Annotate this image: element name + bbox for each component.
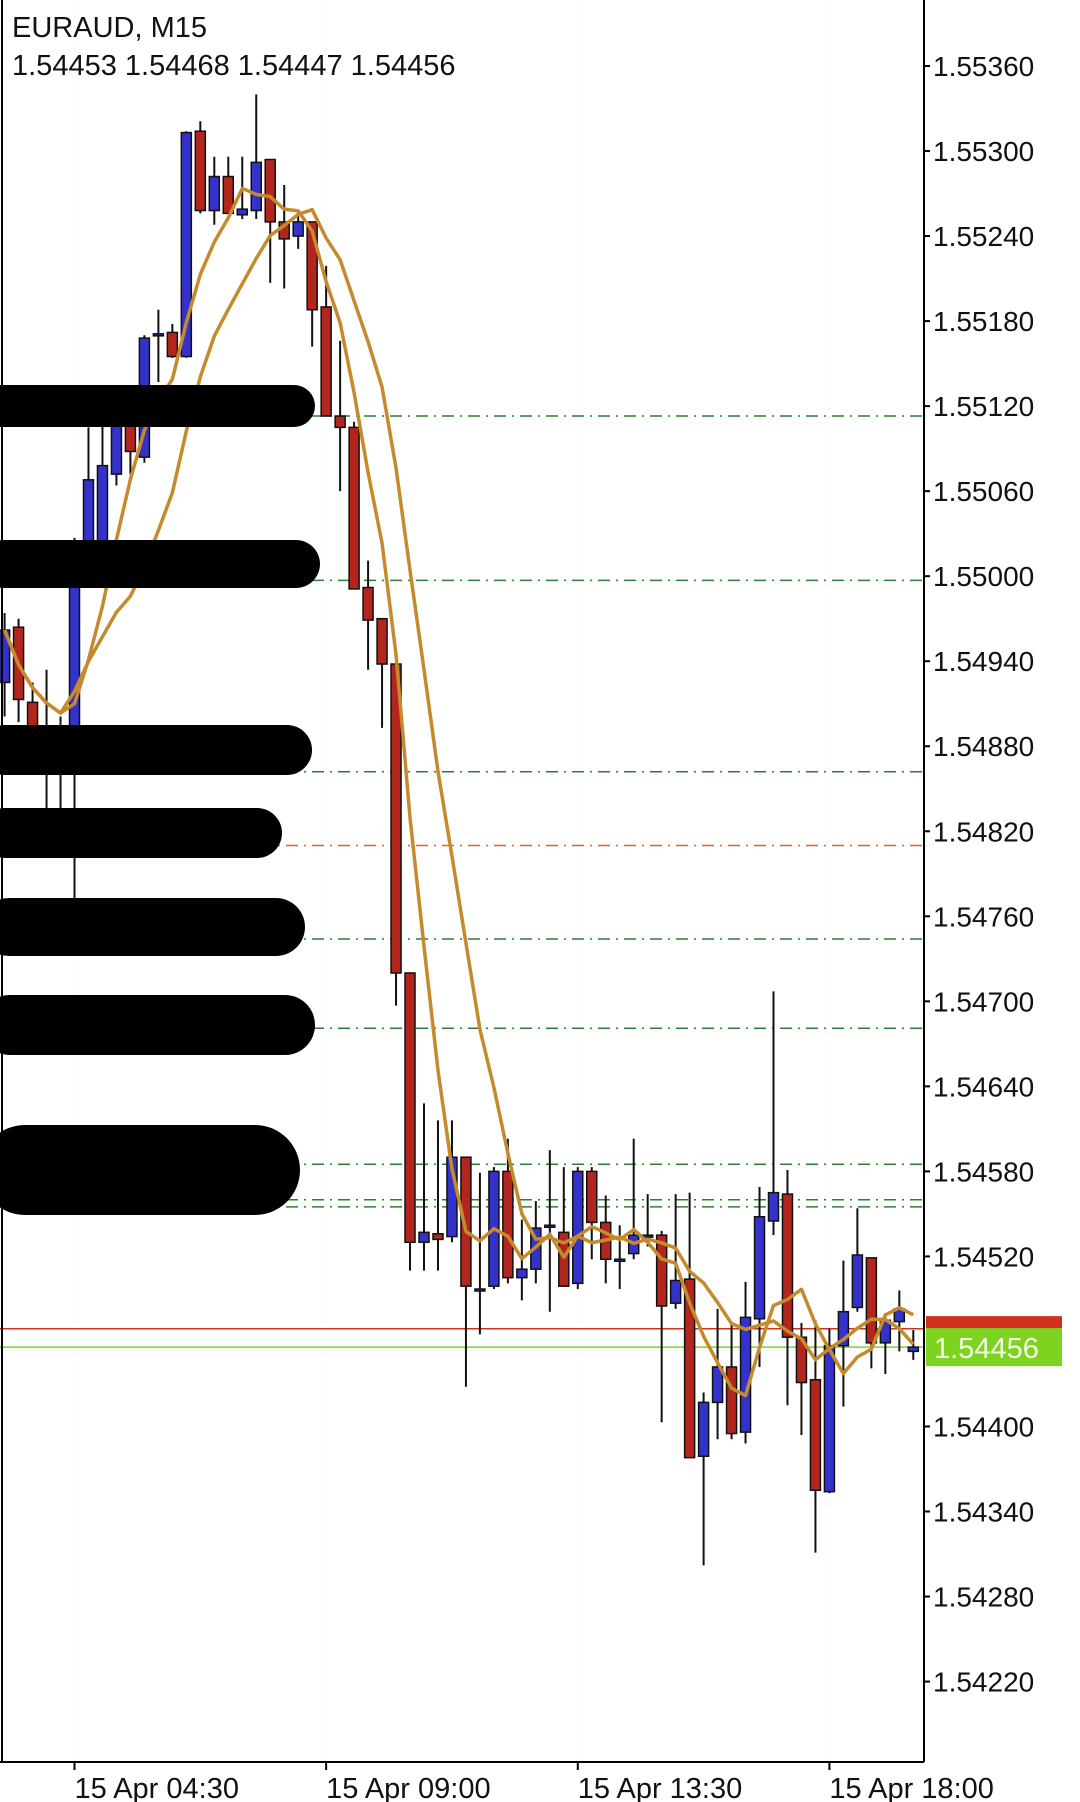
y-tick-label: 1.54280 (933, 1582, 1034, 1613)
bearish-candle (362, 586, 374, 621)
y-tick-label: 1.55180 (933, 306, 1034, 337)
bearish-candle (334, 415, 346, 429)
bullish-candle (711, 1366, 724, 1404)
bearish-candle (222, 175, 235, 215)
bearish-candle (264, 158, 276, 223)
y-tick-label: 1.54940 (933, 646, 1034, 677)
y-tick-label: 1.54880 (933, 731, 1034, 762)
x-tick-label: 15 Apr 18:00 (829, 1773, 993, 1802)
bearish-candle (166, 331, 179, 358)
bearish-candle (460, 1156, 472, 1287)
bearish-candle (586, 1170, 598, 1224)
bearish-candle (558, 1231, 570, 1287)
bearish-candle (306, 221, 318, 311)
bullish-candle (753, 1215, 766, 1320)
bullish-candle (851, 1254, 864, 1309)
bullish-candle (250, 161, 262, 212)
bearish-candle (320, 306, 332, 417)
bullish-candle (516, 1268, 528, 1279)
bullish-candle (208, 175, 221, 212)
bearish-candle (725, 1366, 738, 1435)
bullish-candle (767, 1191, 780, 1222)
bearish-candle (781, 1193, 794, 1338)
redaction-mark (0, 995, 315, 1055)
y-tick-label: 1.54220 (933, 1667, 1034, 1698)
bullish-candle (180, 131, 193, 358)
y-tick-label: 1.55060 (933, 476, 1034, 507)
bullish-candle (96, 464, 109, 545)
current-price-label: 1.54456 (934, 1333, 1039, 1365)
bearish-candle (655, 1234, 668, 1307)
redaction-mark (0, 898, 305, 956)
bearish-candle (376, 617, 388, 665)
bullish-candle (68, 582, 81, 740)
y-tick-label: 1.54400 (933, 1411, 1034, 1442)
y-tick-label: 1.54520 (933, 1241, 1034, 1272)
redaction-mark (0, 385, 315, 427)
redaction-mark (0, 808, 282, 858)
bullish-candle (418, 1231, 430, 1243)
redaction-mark (0, 725, 312, 775)
y-tick-label: 1.55360 (933, 51, 1034, 82)
bullish-candle (474, 1288, 486, 1292)
bullish-candle (669, 1279, 682, 1304)
bearish-candle (194, 130, 207, 212)
bullish-candle (82, 479, 95, 545)
x-tick-label: 15 Apr 09:00 (326, 1773, 490, 1802)
y-tick-label: 1.55000 (933, 561, 1034, 592)
bullish-candle (739, 1316, 752, 1433)
bullish-candle (837, 1310, 850, 1347)
y-tick-label: 1.54340 (933, 1497, 1034, 1528)
bearish-candle (809, 1378, 822, 1492)
x-tick-label: 15 Apr 04:30 (75, 1773, 239, 1802)
redaction-mark (0, 540, 320, 588)
ask-price-marker (926, 1316, 1062, 1331)
bearish-candle (348, 426, 360, 590)
bullish-candle (236, 208, 249, 216)
y-tick-label: 1.54760 (933, 901, 1034, 932)
bullish-candle (613, 1258, 626, 1263)
bearish-candle (502, 1170, 514, 1279)
chart-title: EURAUD, M15 (12, 12, 207, 44)
bullish-candle (572, 1170, 584, 1285)
bearish-candle (432, 1232, 444, 1241)
bullish-candle (907, 1346, 920, 1353)
bearish-candle (404, 972, 416, 1243)
ohlc-readout: 1.54453 1.54468 1.54447 1.54456 (12, 50, 456, 82)
bullish-candle (823, 1344, 836, 1493)
bullish-candle (697, 1401, 710, 1457)
bullish-candle (544, 1224, 556, 1228)
bullish-candle (152, 333, 165, 337)
bearish-candle (865, 1257, 878, 1344)
y-tick-label: 1.55300 (933, 136, 1034, 167)
y-tick-label: 1.54580 (933, 1156, 1034, 1187)
bearish-candle (683, 1278, 696, 1459)
x-tick-label: 15 Apr 13:30 (578, 1773, 742, 1802)
moving-average-line (2, 207, 915, 1362)
y-tick-label: 1.54700 (933, 986, 1034, 1017)
y-tick-label: 1.55240 (933, 221, 1034, 252)
bullish-candle (292, 221, 304, 237)
y-tick-label: 1.54820 (933, 816, 1034, 847)
redaction-mark (0, 1125, 300, 1215)
y-tick-label: 1.54640 (933, 1071, 1034, 1102)
y-tick-label: 1.55120 (933, 391, 1034, 422)
bid-price-marker (926, 1328, 1062, 1367)
